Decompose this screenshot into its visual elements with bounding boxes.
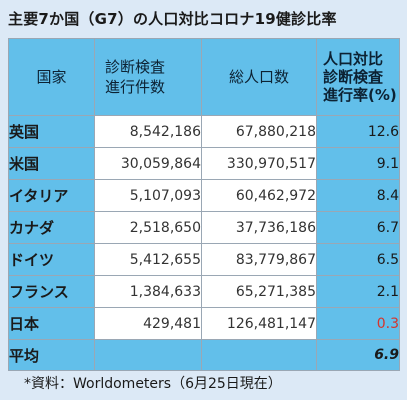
rate-cell: 2.1 <box>316 275 400 308</box>
header-rate: 人口対比 診断検査 進行率(%) <box>316 38 400 116</box>
table-row: 米国 30,059,864 330,970,517 9.1 <box>8 147 400 180</box>
population-cell: 126,481,147 <box>201 307 317 340</box>
header-country: 国家 <box>8 38 95 116</box>
table-row: 日本 429,481 126,481,147 0.3 <box>8 307 400 340</box>
header-tests-line: 進行件数 <box>105 78 166 96</box>
tests-cell: 5,412,655 <box>94 243 202 276</box>
table-row: ドイツ 5,412,655 83,779,867 6.5 <box>8 243 400 276</box>
rate-cell: 0.3 <box>316 307 400 340</box>
header-tests: 診断検査 進行件数 <box>94 38 202 116</box>
average-row: 平均 6.9 <box>8 339 400 371</box>
average-rate: 6.9 <box>316 339 400 371</box>
average-blank-cell <box>201 339 317 371</box>
rate-cell: 9.1 <box>316 147 400 180</box>
header-tests-line: 診断検査 <box>105 58 166 76</box>
header-rate-line: 人口対比 <box>323 50 384 68</box>
tests-cell: 30,059,864 <box>94 147 202 180</box>
rate-cell: 12.6 <box>316 115 400 148</box>
table-row: 英国 8,542,186 67,880,218 12.6 <box>8 115 400 148</box>
data-table: 国家 診断検査 進行件数 総人口数 人口対比 診断検査 進行率(%) 英国 8,5… <box>8 38 400 371</box>
tests-cell: 8,542,186 <box>94 115 202 148</box>
population-cell: 37,736,186 <box>201 211 317 244</box>
country-cell: イタリア <box>8 179 95 212</box>
population-cell: 65,271,385 <box>201 275 317 308</box>
header-row: 国家 診断検査 進行件数 総人口数 人口対比 診断検査 進行率(%) <box>8 38 400 116</box>
table-row: フランス 1,384,633 65,271,385 2.1 <box>8 275 400 308</box>
chart-title: 主要7か国（G7）の人口対比コロナ19健診比率 <box>8 10 337 28</box>
rate-cell: 6.5 <box>316 243 400 276</box>
country-cell: 英国 <box>8 115 95 148</box>
table-row: カナダ 2,518,650 37,736,186 6.7 <box>8 211 400 244</box>
population-cell: 60,462,972 <box>201 179 317 212</box>
rate-cell: 6.7 <box>316 211 400 244</box>
country-cell: フランス <box>8 275 95 308</box>
rate-cell: 8.4 <box>316 179 400 212</box>
table-row: イタリア 5,107,093 60,462,972 8.4 <box>8 179 400 212</box>
tests-cell: 429,481 <box>94 307 202 340</box>
tests-cell: 1,384,633 <box>94 275 202 308</box>
header-rate-line: 診断検査 <box>323 68 384 86</box>
country-cell: カナダ <box>8 211 95 244</box>
population-cell: 67,880,218 <box>201 115 317 148</box>
country-cell: 米国 <box>8 147 95 180</box>
country-cell: ドイツ <box>8 243 95 276</box>
average-label: 平均 <box>8 339 95 371</box>
header-population: 総人口数 <box>201 38 317 116</box>
tests-cell: 5,107,093 <box>94 179 202 212</box>
average-blank-cell <box>94 339 202 371</box>
population-cell: 83,779,867 <box>201 243 317 276</box>
country-cell: 日本 <box>8 307 95 340</box>
tests-cell: 2,518,650 <box>94 211 202 244</box>
population-cell: 330,970,517 <box>201 147 317 180</box>
source-note: *資料：Worldometers（6月25日現在） <box>24 376 282 392</box>
header-rate-line: 進行率(%) <box>323 86 397 104</box>
